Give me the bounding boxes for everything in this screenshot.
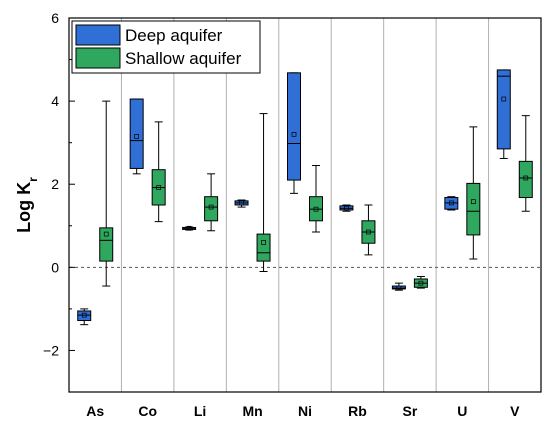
box-shallow-aquifer-u: [466, 126, 481, 260]
y-tick-label: 4: [51, 93, 59, 109]
box-mean-marker: [366, 229, 371, 235]
box-deep-aquifer-co: [129, 98, 144, 175]
box-mean-marker: [134, 134, 140, 139]
box-iqr: [518, 160, 533, 199]
box-iqr: [496, 69, 511, 150]
y-tick-label: −2: [43, 342, 59, 358]
box-shallow-aquifer-li: [204, 173, 219, 232]
box-deep-aquifer-as: [77, 308, 92, 326]
box-deep-aquifer-u: [444, 196, 459, 211]
legend-swatch-deep-aquifer: [75, 24, 121, 46]
box-mean-marker: [103, 231, 109, 237]
box-iqr: [287, 72, 301, 181]
box-mean-marker: [418, 280, 424, 286]
box-mean-marker: [208, 204, 214, 210]
box-mean-marker: [470, 199, 476, 205]
box-iqr: [129, 98, 144, 169]
box-mean-marker: [239, 200, 244, 206]
box-iqr: [256, 233, 271, 262]
box-deep-aquifer-rb: [339, 204, 354, 212]
box-shallow-aquifer-as: [99, 100, 114, 287]
box-shallow-aquifer-ni: [309, 165, 323, 233]
box-shallow-aquifer-rb: [361, 204, 376, 256]
box-shallow-aquifer-mn: [256, 113, 271, 272]
x-category-label: As: [86, 403, 104, 419]
y-tick-label: 0: [51, 259, 59, 275]
box-iqr: [99, 227, 114, 262]
box-mean-marker: [313, 206, 319, 212]
box-deep-aquifer-mn: [234, 199, 249, 208]
box-shallow-aquifer-co: [151, 121, 166, 223]
box-mean-marker: [261, 240, 266, 245]
y-tick-label: 2: [51, 176, 59, 192]
x-category-label: V: [510, 403, 520, 419]
box-mean-marker: [448, 200, 454, 206]
box-mean-marker: [156, 185, 162, 190]
box-mean-marker: [291, 132, 297, 137]
box-mean-marker: [81, 312, 87, 318]
y-axis-ticks: 6 4 2 0 −2: [43, 10, 75, 393]
box-deep-aquifer-li: [182, 225, 197, 231]
box-mean-marker: [344, 205, 349, 211]
plot-frame: [68, 17, 542, 393]
box-iqr: [77, 310, 92, 322]
box-mean-marker: [501, 96, 507, 102]
legend-label-deep-aquifer: Deep aquifer: [125, 26, 223, 45]
x-category-label: Ni: [298, 403, 312, 419]
x-category-label: Rb: [348, 403, 367, 419]
y-axis-title-main: Log K: [14, 182, 34, 233]
legend-swatch-shallow-aquifer: [75, 47, 121, 69]
x-category-label: Sr: [402, 403, 417, 419]
x-category-label: Co: [138, 403, 157, 419]
y-axis-title-subscript: r: [26, 177, 40, 182]
box-shallow-aquifer-sr: [413, 275, 428, 289]
legend: Deep aquifer Shallow aquifer: [71, 20, 261, 74]
box-deep-aquifer-v: [496, 69, 511, 159]
box-mean-marker: [523, 175, 529, 181]
box-layer: [77, 69, 533, 326]
box-shallow-aquifer-v: [518, 115, 533, 212]
box-deep-aquifer-sr: [391, 282, 406, 291]
x-category-label: Mn: [242, 403, 262, 419]
x-axis-category-labels: As Co Li Mn Ni Rb Sr U V: [86, 403, 520, 419]
category-separators: [120, 18, 490, 392]
y-axis-title: Log Kr: [14, 177, 40, 233]
y-tick-label: 6: [51, 10, 59, 26]
box-iqr: [466, 182, 481, 236]
box-mean-marker: [186, 225, 192, 231]
x-category-label: U: [457, 403, 467, 419]
box-deep-aquifer-ni: [287, 72, 301, 194]
x-category-label: Li: [194, 403, 206, 419]
box-mean-marker: [396, 285, 402, 291]
legend-label-shallow-aquifer: Shallow aquifer: [125, 49, 242, 68]
